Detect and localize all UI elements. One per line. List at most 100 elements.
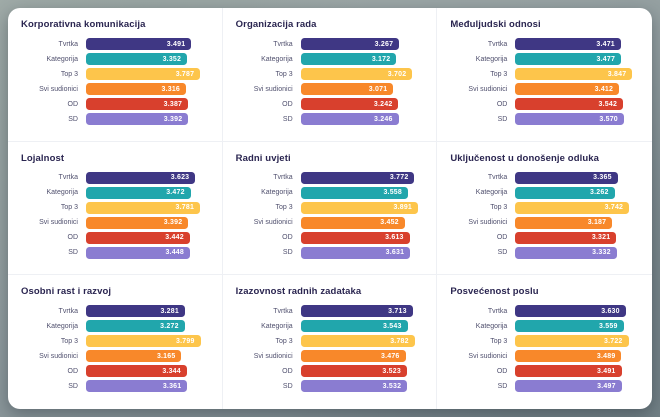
bar-row: Top 3 3.781 (21, 201, 207, 214)
bar-track: 3.558 (300, 186, 422, 199)
chart-card: Lojalnost Tvrtka 3.623 Kategorija 3.472 Top 3… (8, 141, 223, 276)
bar-track: 3.559 (515, 320, 637, 333)
bar-row: Tvrtka 3.772 (236, 171, 422, 184)
bar-row: SD 3.631 (236, 246, 422, 259)
bar-category-label: Tvrtka (58, 307, 78, 315)
bar: 3.781 (86, 201, 201, 214)
bar-value-label: 3.489 (596, 352, 616, 360)
bar: 3.558 (300, 186, 408, 199)
bar-row: Top 3 3.742 (450, 201, 637, 214)
chart-title: Osobni rast i razvoj (21, 286, 112, 298)
bar-category-label: Tvrtka (273, 174, 293, 182)
bar-row: Kategorija 3.262 (450, 186, 637, 199)
bar-category-label: OD (496, 234, 508, 242)
bar: 3.542 (515, 98, 624, 110)
bar-category-label: Top 3 (60, 337, 78, 345)
bar-row: Top 3 3.799 (21, 335, 207, 348)
chart-card: Međuljudski odnosi Tvrtka 3.471 Kategorija 3… (437, 8, 652, 142)
chart-card: Uključenost u donošenje odluka Tvrtka 3.36… (437, 142, 652, 276)
bar-track: 3.442 (86, 231, 207, 244)
bar-row: OD 3.321 (450, 231, 637, 244)
bar: 3.559 (515, 320, 624, 333)
bar-track: 3.477 (515, 53, 637, 65)
bar-value-label: 3.891 (393, 204, 413, 212)
chart-card: Posvećenost poslu Tvrtka 3.630 Kategorija 3.… (437, 275, 652, 409)
chart-card: Korporativna komunikacija Tvrtka 3.491 Kate… (8, 8, 223, 142)
bar-value-label: 3.172 (371, 55, 391, 63)
bar-track: 3.352 (86, 53, 207, 65)
bar: 3.321 (515, 231, 617, 244)
bar-value-label: 3.570 (599, 115, 618, 123)
bar: 3.392 (86, 113, 189, 125)
bar-track: 3.722 (515, 335, 637, 348)
bar-value-label: 3.558 (383, 189, 402, 197)
bar-row: SD 3.361 (21, 380, 207, 393)
bar-row: Top 3 3.722 (450, 335, 637, 348)
bar-track: 3.365 (515, 171, 637, 184)
bar-value-label: 3.623 (170, 174, 190, 182)
bar-category-label: Kategorija (261, 55, 293, 63)
bar-category-label: Svi sudionici (39, 352, 78, 360)
bar-category-label: Tvrtka (487, 174, 508, 182)
bar-category-label: OD (67, 234, 79, 242)
bar-track: 3.332 (515, 246, 637, 259)
bar-row: Kategorija 3.472 (21, 186, 207, 199)
bar-row: Kategorija 3.272 (21, 320, 207, 333)
bar-track: 3.187 (515, 216, 637, 229)
bar-row: Tvrtka 3.713 (236, 305, 422, 318)
bar-value-label: 3.365 (593, 174, 612, 182)
bar: 3.332 (515, 246, 617, 259)
bar-row: Kategorija 3.477 (450, 53, 637, 65)
bar: 3.570 (515, 113, 624, 125)
bar-value-label: 3.523 (382, 367, 401, 375)
bar-track: 3.344 (86, 365, 207, 378)
bar-track: 3.272 (86, 320, 207, 333)
bar-value-label: 3.246 (374, 115, 393, 123)
bar-row: OD 3.523 (236, 365, 422, 378)
bar-value-label: 3.165 (156, 352, 176, 360)
bar-row: OD 3.442 (21, 231, 207, 244)
bar-row: Tvrtka 3.281 (21, 305, 207, 318)
bar-category-label: Svi sudionici (39, 85, 78, 93)
bar: 3.267 (300, 38, 400, 50)
bar-track: 3.631 (300, 246, 422, 259)
bar-row: OD 3.344 (21, 365, 207, 378)
bar-value-label: 3.702 (387, 70, 407, 78)
bar-category-label: Svi sudionici (468, 219, 508, 227)
bar: 3.352 (86, 53, 188, 65)
chart-card: Izazovnost radnih zadataka Tvrtka 3.713 Kat… (223, 275, 438, 409)
bar-track: 3.799 (86, 335, 207, 348)
bar-track: 3.448 (86, 246, 207, 259)
bar-category-label: Top 3 (490, 204, 508, 212)
bar-category-label: Svi sudionici (253, 219, 293, 227)
bar-value-label: 3.352 (162, 55, 182, 63)
bar-track: 3.267 (300, 38, 422, 50)
bar-row: Svi sudionici 3.412 (450, 83, 637, 95)
bar-track: 3.491 (515, 365, 637, 378)
bar-row: SD 3.448 (21, 246, 207, 259)
bar-row: SD 3.497 (450, 380, 637, 393)
bar-track: 3.172 (300, 53, 422, 65)
bar-category-label: Top 3 (275, 70, 293, 78)
bar-value-label: 3.742 (604, 204, 624, 212)
bar-category-label: Kategorija (261, 189, 293, 197)
bar-track: 3.787 (86, 68, 207, 80)
bar: 3.262 (515, 186, 615, 199)
bar-category-label: Top 3 (490, 70, 508, 78)
bar-track: 3.452 (300, 216, 422, 229)
bar-category-label: Kategorija (46, 55, 78, 63)
bar-track: 3.613 (300, 231, 422, 244)
bar-value-label: 3.491 (596, 367, 616, 375)
bar-category-label: Kategorija (46, 189, 78, 197)
bar-value-label: 3.847 (607, 70, 627, 78)
bar-category-label: Kategorija (261, 322, 293, 330)
bar-category-label: SD (497, 115, 508, 123)
bar-value-label: 3.267 (374, 40, 394, 48)
bar-category-label: Svi sudionici (468, 352, 508, 360)
bar-row: SD 3.570 (450, 113, 637, 125)
bar-track: 3.542 (515, 98, 637, 110)
bar-category-label: Tvrtka (487, 40, 508, 48)
bar: 3.497 (515, 380, 622, 393)
bar-track: 3.782 (300, 335, 422, 348)
bar: 3.246 (300, 113, 399, 125)
